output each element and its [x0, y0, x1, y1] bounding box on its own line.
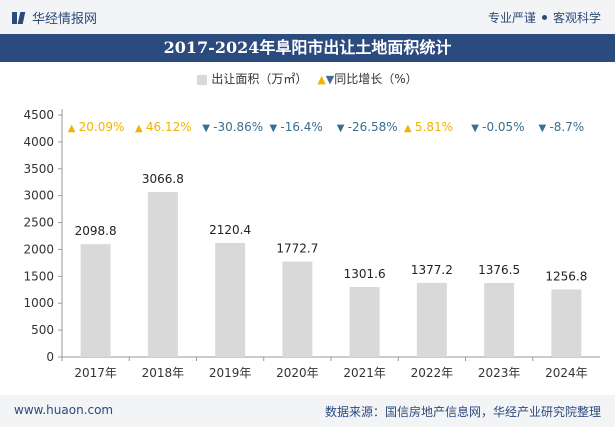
- legend-label-growth: 同比增长（%）: [334, 72, 418, 86]
- growth-down-icon: ▼: [539, 123, 547, 134]
- x-tick-label: 2018年: [142, 366, 185, 380]
- triangle-up-icon: ▲: [317, 73, 326, 86]
- legend-swatch-icon: [197, 74, 208, 85]
- growth-down-icon: ▼: [471, 123, 479, 134]
- growth-label: -0.05%: [482, 120, 524, 134]
- bar-value-label: 1256.8: [545, 269, 587, 283]
- y-tick-label: 2000: [23, 242, 54, 256]
- y-tick-label: 2500: [23, 216, 54, 230]
- footer-website[interactable]: www.huaon.com: [14, 403, 114, 417]
- legend-item-area: 出让面积（万㎡）: [197, 70, 307, 87]
- y-tick-label: 0: [46, 350, 54, 364]
- growth-label: -26.58%: [348, 120, 398, 134]
- y-tick-label: 4500: [23, 108, 54, 122]
- logo-icon: [12, 11, 26, 25]
- y-tick-label: 3000: [23, 189, 54, 203]
- growth-label: -16.4%: [280, 120, 322, 134]
- chart-legend: 出让面积（万㎡） ▲▼同比增长（%）: [0, 70, 615, 87]
- growth-label: 20.09%: [79, 120, 125, 134]
- bar-value-label: 1301.6: [344, 267, 386, 281]
- bar-value-label: 1376.5: [478, 263, 520, 277]
- x-tick-label: 2017年: [74, 366, 117, 380]
- growth-up-icon: ▲: [404, 123, 412, 134]
- growth-down-icon: ▼: [337, 123, 345, 134]
- growth-label: 5.81%: [415, 120, 453, 134]
- bar-value-label: 3066.8: [142, 172, 184, 186]
- growth-up-icon: ▲: [135, 123, 143, 134]
- bar: [215, 242, 246, 357]
- x-tick-label: 2020年: [276, 366, 319, 380]
- growth-label: 46.12%: [146, 120, 192, 134]
- bar-value-label: 2120.4: [209, 223, 251, 237]
- y-tick-label: 1000: [23, 296, 54, 310]
- x-tick-label: 2024年: [545, 366, 588, 380]
- bar: [282, 261, 313, 357]
- brand-name: 华经情报网: [32, 12, 98, 27]
- growth-down-icon: ▼: [270, 123, 278, 134]
- top-bar: 华经情报网 专业严谨 客观科学: [0, 0, 615, 34]
- y-tick-label: 500: [31, 323, 54, 337]
- bullet-dot-icon: [541, 15, 547, 20]
- footer-source: 数据来源：国信房地产信息网，华经产业研究院整理: [324, 405, 601, 419]
- bar-value-label: 1377.2: [411, 263, 453, 277]
- bar-value-label: 1772.7: [276, 242, 318, 256]
- bar: [484, 282, 515, 357]
- legend-item-growth: ▲▼同比增长（%）: [317, 70, 417, 87]
- bar: [416, 282, 447, 357]
- growth-down-icon: ▼: [202, 123, 210, 134]
- bar: [147, 192, 178, 357]
- bar: [80, 244, 111, 357]
- slogan-text-2: 客观科学: [552, 11, 601, 25]
- growth-label: -30.86%: [213, 120, 263, 134]
- growth-label: -8.7%: [549, 120, 584, 134]
- x-tick-label: 2019年: [209, 366, 252, 380]
- bar: [349, 287, 380, 357]
- y-tick-label: 3500: [23, 162, 54, 176]
- slogan-text-1: 专业严谨: [487, 11, 536, 25]
- x-tick-label: 2021年: [343, 366, 386, 380]
- chart-title: 2017-2024年阜阳市出让土地面积统计: [0, 34, 615, 62]
- legend-label-area: 出让面积（万㎡）: [211, 72, 308, 86]
- bar-chart: 0 500 1000 1500 2000 2500 3000 3500 4000 4500 201…: [23, 108, 600, 380]
- growth-up-icon: ▲: [68, 123, 76, 134]
- y-tick-label: 1500: [23, 269, 54, 283]
- y-tick-label: 4000: [23, 135, 54, 149]
- x-tick-label: 2022年: [411, 366, 454, 380]
- triangle-down-icon: ▼: [325, 73, 335, 86]
- x-tick-label: 2023年: [478, 366, 521, 380]
- bar: [551, 289, 582, 357]
- bar-value-label: 2098.8: [75, 224, 117, 238]
- brand-logo[interactable]: 华经情报网: [12, 8, 97, 27]
- footer: www.huaon.com 数据来源：国信房地产信息网，华经产业研究院整理: [0, 395, 615, 427]
- slogan: 专业严谨 客观科学: [488, 9, 601, 26]
